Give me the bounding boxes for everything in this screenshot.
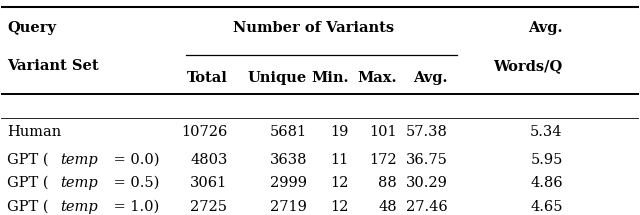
Text: Human: Human <box>7 126 61 140</box>
Text: Avg.: Avg. <box>528 21 563 35</box>
Text: 5.95: 5.95 <box>531 153 563 167</box>
Text: Unique: Unique <box>248 71 307 85</box>
Text: 57.38: 57.38 <box>406 126 448 140</box>
Text: Total: Total <box>186 71 227 85</box>
Text: 36.75: 36.75 <box>406 153 448 167</box>
Text: Avg.: Avg. <box>413 71 448 85</box>
Text: Words/Q: Words/Q <box>493 59 563 73</box>
Text: Max.: Max. <box>357 71 397 85</box>
Text: Query: Query <box>7 21 56 35</box>
Text: 48: 48 <box>378 200 397 214</box>
Text: 5.34: 5.34 <box>530 126 563 140</box>
Text: 3638: 3638 <box>269 153 307 167</box>
Text: GPT (: GPT ( <box>7 176 49 190</box>
Text: Variant Set: Variant Set <box>7 59 99 73</box>
Text: 2725: 2725 <box>191 200 227 214</box>
Text: Number of Variants: Number of Variants <box>233 21 394 35</box>
Text: 27.46: 27.46 <box>406 200 448 214</box>
Text: 12: 12 <box>330 176 349 190</box>
Text: temp: temp <box>61 176 99 190</box>
Text: temp: temp <box>61 200 99 214</box>
Text: = 1.0): = 1.0) <box>109 200 159 214</box>
Text: 3061: 3061 <box>190 176 227 190</box>
Text: 4.86: 4.86 <box>530 176 563 190</box>
Text: 172: 172 <box>369 153 397 167</box>
Text: GPT (: GPT ( <box>7 153 49 167</box>
Text: 19: 19 <box>330 126 349 140</box>
Text: 2719: 2719 <box>270 200 307 214</box>
Text: 4.65: 4.65 <box>530 200 563 214</box>
Text: 11: 11 <box>330 153 349 167</box>
Text: 10726: 10726 <box>181 126 227 140</box>
Text: GPT (: GPT ( <box>7 200 49 214</box>
Text: = 0.5): = 0.5) <box>109 176 159 190</box>
Text: = 0.0): = 0.0) <box>109 153 159 167</box>
Text: 12: 12 <box>330 200 349 214</box>
Text: 101: 101 <box>369 126 397 140</box>
Text: Min.: Min. <box>311 71 349 85</box>
Text: 4803: 4803 <box>190 153 227 167</box>
Text: 5681: 5681 <box>270 126 307 140</box>
Text: temp: temp <box>61 153 99 167</box>
Text: 30.29: 30.29 <box>406 176 448 190</box>
Text: 2999: 2999 <box>270 176 307 190</box>
Text: 88: 88 <box>378 176 397 190</box>
